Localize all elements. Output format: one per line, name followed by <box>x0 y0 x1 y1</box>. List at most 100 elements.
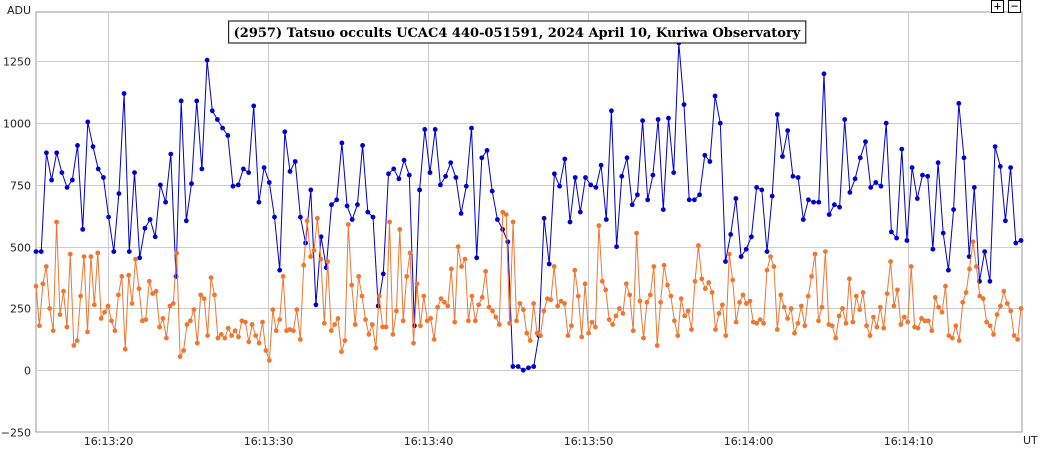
series-2-point <box>486 304 492 310</box>
series-1-point <box>111 249 117 255</box>
series-2-point <box>81 254 87 259</box>
series-2-point <box>455 244 461 250</box>
series-1-point <box>707 159 713 164</box>
series-2-point <box>596 223 602 229</box>
series-1-point <box>624 155 630 161</box>
zoom-out-button[interactable]: − <box>1008 0 1021 13</box>
series-2-point <box>321 320 327 326</box>
zoom-in-button[interactable]: + <box>991 0 1004 13</box>
y-tick-label: 0 <box>24 365 31 378</box>
series-1-point <box>899 146 905 152</box>
series-1-point <box>629 202 635 208</box>
series-2-point <box>977 293 983 299</box>
series-1-point <box>811 199 816 205</box>
series-1-point <box>64 185 70 190</box>
series-2-point <box>737 299 742 305</box>
y-tick-label: −250 <box>1 427 31 440</box>
series-1-point <box>956 101 962 106</box>
y-axis-tick-labels: 1250 1000 750 500 250 0 −250 <box>1 56 31 440</box>
series-2-point <box>328 328 334 334</box>
series-1-point <box>406 172 412 178</box>
series-2-point <box>943 283 948 289</box>
series-1-point <box>785 128 791 134</box>
series-2-point <box>871 314 876 320</box>
series-2-point <box>668 293 674 299</box>
series-2-point <box>514 318 519 324</box>
series-2-point <box>610 322 615 327</box>
series-2-point <box>414 281 420 287</box>
series-1-point <box>686 197 692 203</box>
series-2-point <box>987 323 993 329</box>
series-2-point <box>798 303 804 309</box>
series-2-point <box>1015 337 1020 342</box>
series-2-point <box>442 299 447 305</box>
series-1-point <box>702 152 708 158</box>
series-2-point <box>888 259 893 264</box>
series-2-point <box>335 316 341 321</box>
series-2-point <box>37 323 42 329</box>
series-1-point <box>178 98 184 104</box>
series-1-point <box>971 185 977 190</box>
series-2-point <box>294 307 300 313</box>
series-1-point <box>313 302 319 308</box>
series-1-point <box>422 126 428 132</box>
series-2-point <box>352 322 358 327</box>
series-2-point <box>744 301 749 306</box>
series-1-point <box>515 364 521 369</box>
series-1-point <box>821 71 827 77</box>
series-2-point <box>730 277 736 283</box>
series-2-point <box>418 323 423 329</box>
series-1-point <box>598 162 604 168</box>
series-1-point <box>857 155 863 161</box>
series-2-point <box>177 354 183 359</box>
series-2-point <box>620 311 626 316</box>
series-1-point <box>780 154 785 159</box>
series-2-point <box>654 343 660 348</box>
series-1-point <box>282 129 288 135</box>
series-1-point <box>800 217 806 222</box>
series-2 <box>33 209 1024 363</box>
series-2-point <box>555 303 561 309</box>
series-1-point <box>520 367 526 373</box>
series-2-point <box>263 348 269 353</box>
series-2-point <box>191 307 197 313</box>
series-2-point <box>819 304 825 310</box>
series-2-point <box>641 335 646 341</box>
series-2-point <box>630 328 636 334</box>
series-1-point <box>914 196 920 201</box>
series-1-point <box>69 177 75 183</box>
series-1-point <box>692 197 697 203</box>
series-2-point <box>675 333 681 338</box>
series-1-point <box>966 254 972 259</box>
series-2-point <box>67 251 73 257</box>
series-2-point <box>88 254 94 259</box>
series-1-point <box>365 209 371 215</box>
series-2-point <box>764 267 770 273</box>
series-2-point <box>692 278 698 284</box>
series-1-point <box>660 207 666 213</box>
chart-title-text: (2957) Tatsuo occults UCAC4 440-051591, … <box>234 26 801 41</box>
series-2-point <box>411 340 416 346</box>
series-1-point <box>889 229 894 235</box>
series-1-point <box>546 261 552 267</box>
series-1-point <box>552 171 557 177</box>
series-1-point <box>645 197 651 203</box>
series-1-point <box>380 271 386 277</box>
series-1-point <box>749 234 754 240</box>
series-2-point <box>661 262 667 268</box>
series-2-point <box>901 314 907 320</box>
series-2-point <box>709 290 715 295</box>
series-1-point <box>246 170 252 176</box>
series-2-point <box>164 335 169 341</box>
series-2-point <box>908 264 914 269</box>
series-1-point <box>126 249 132 255</box>
series-2-point <box>658 299 663 305</box>
series-1-point <box>463 183 469 189</box>
series-2-point <box>253 333 259 338</box>
series-1-point <box>837 204 842 210</box>
series-2-point <box>771 264 777 269</box>
series-2-point <box>898 322 904 327</box>
series-2-point <box>682 313 688 319</box>
series-1-point <box>339 140 345 146</box>
